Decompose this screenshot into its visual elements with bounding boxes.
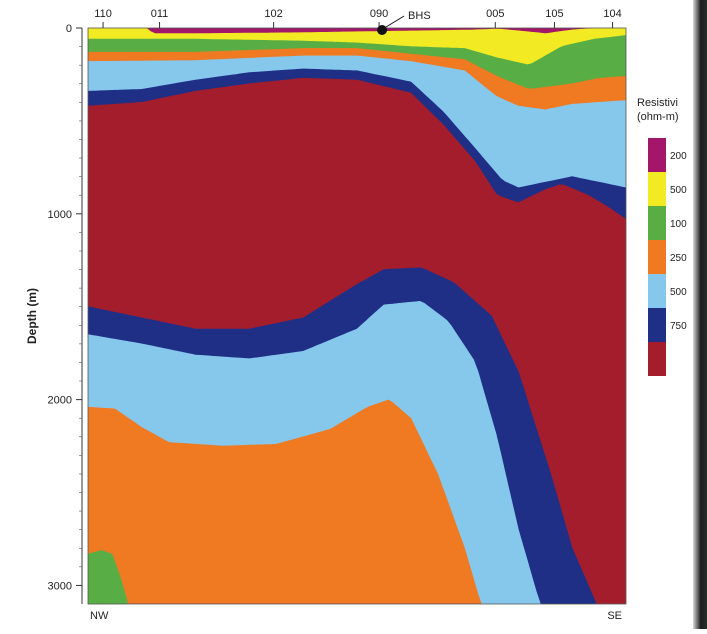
y-tick-label: 0 [66,23,72,35]
legend-swatch [648,138,666,172]
station-label: 090 [370,8,388,20]
plot-frame [87,27,627,605]
y-tick-label: 1000 [48,209,72,221]
borehole-dot [377,25,388,35]
legend-swatch [648,274,666,308]
direction-nw-label: NW [90,610,109,622]
resistivity-legend: Resistivi (ohm-m) 200 500 100 250 500 750 [637,97,687,376]
y-axis-label: Depth (m) [25,288,39,344]
legend-swatch [648,206,666,240]
direction-se-label: SE [607,610,622,622]
borehole-marker: BHS [377,10,431,35]
station-label: 102 [264,8,282,20]
borehole-label: BHS [408,10,431,22]
station-label: 110 [94,8,112,20]
legend-unit: (ohm-m) [637,111,679,123]
legend-label: 250 [670,253,687,264]
resistivity-layers [88,28,626,604]
legend-swatch [648,240,666,274]
legend-label: 200 [670,151,687,162]
station-label: 011 [151,8,169,20]
y-axis: 0 1000 2000 3000 [48,23,83,604]
legend-swatch [648,342,666,376]
station-label: 105 [545,8,563,20]
station-label: 005 [486,8,504,20]
layer-orange-deep [88,399,482,604]
y-tick-label: 3000 [48,580,72,592]
legend-title: Resistivi [637,97,678,109]
station-label: 104 [603,8,621,20]
legend-swatch [648,172,666,206]
frame-shadow-edge [693,0,707,629]
borehole-leader-line [385,15,405,28]
legend-label: 500 [670,185,687,196]
legend-label: 500 [670,287,687,298]
legend-label: 100 [670,219,687,230]
legend-swatch [648,308,666,342]
station-axis: 110 011 102 090 005 105 104 [94,8,622,28]
legend-label: 750 [670,321,687,332]
layer-green-deep [88,550,129,604]
y-tick-label: 2000 [48,395,72,407]
